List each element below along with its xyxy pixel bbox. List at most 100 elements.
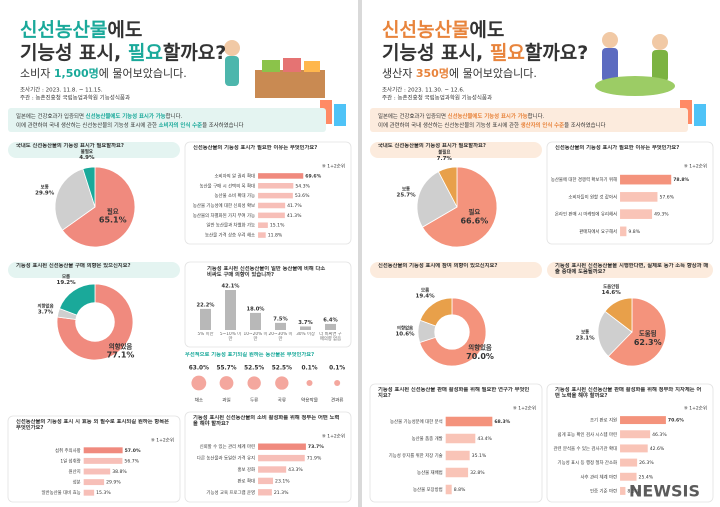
text-part: 에도 <box>107 19 142 41</box>
slice-value: 7.7% <box>437 156 453 162</box>
bar-label: 원산지 <box>69 468 81 475</box>
bar <box>620 416 666 425</box>
bar <box>258 466 287 473</box>
survey-period: 조사기간 : 2023. 11.30. ~ 12.6. <box>382 86 465 94</box>
bar <box>258 183 294 189</box>
bar-value: 78.8% <box>673 177 689 183</box>
x-tick-label-box: 30% 이상 <box>296 332 315 337</box>
chart-note: ※ 1+2순위 <box>322 163 345 170</box>
bar-label: 소비자의 알 권리 확대 <box>214 172 255 179</box>
bar-value: 21.3% <box>274 490 289 496</box>
icon-value: 0.1% <box>329 366 345 372</box>
text-part: 필요 <box>490 42 525 64</box>
slice-label: 보통 <box>581 329 589 336</box>
x-tick-label: 5% 미만 <box>197 332 214 337</box>
intro-line: 이에 관련하여 국내 생산하는 신선농산물의 기능성 표시에 관한 소비자의 인… <box>16 121 244 129</box>
bar-value: 7.5% <box>273 316 288 322</box>
chart-title-box: 신선농산물의 기능성 표시 시 효능 외 필수로 표시되길 원하는 항목은 무엇… <box>16 419 170 432</box>
slice-label: 의향없음 <box>37 303 53 310</box>
text-part: 이에 관련하여 국내 생산하는 신선농산물의 기능성 표시에 관한 <box>378 121 521 129</box>
subtitle: 생산자 350명에 물어보았습니다. <box>382 66 537 80</box>
slice-label: 보통 <box>402 186 410 193</box>
bar <box>83 489 95 496</box>
bar <box>258 477 274 485</box>
text-part: 350명 <box>416 66 449 80</box>
bar-value: 18.0% <box>247 306 266 312</box>
bar-label: 일반 농산물과 차별화 가능 <box>206 222 255 229</box>
slice-label: 필요 <box>468 207 480 216</box>
bar <box>445 416 493 427</box>
slice-value: 4.9% <box>79 155 95 161</box>
chart-title: 신선농산물의 기능성 표시가 필요한 이유는 무엇인가요? <box>193 145 318 151</box>
section-title: 국내도 신선농산물의 기능성 표시가 필요할까요? <box>378 143 486 149</box>
text-part: 에도 <box>469 19 504 41</box>
section-title-box: 국내도 신선농산물의 기능성 표시가 필요할까요? <box>378 143 486 149</box>
pie-slice <box>61 166 136 248</box>
slice-label: 도움됨 <box>639 329 657 338</box>
bar-value: 69.6% <box>305 173 321 179</box>
bar-value: 68.3% <box>494 419 510 425</box>
text-part: 기능성 표시, <box>382 42 490 64</box>
bar-value: 71.9% <box>307 456 322 462</box>
donut-hole <box>75 302 115 342</box>
chart-title: 기능성 표시된 신선농산물 판매 활성화를 위해 필요한 연구가 무엇인지요? <box>378 387 530 400</box>
chart-title: 신선농산물의 기능성 표시 시 효능 외 필수로 표시되길 원하는 항목은 무엇… <box>16 419 170 432</box>
section-title-bg <box>547 262 713 278</box>
bar <box>258 454 305 462</box>
text-part: 생산자 <box>382 67 416 80</box>
chart-title: 기능성 표시된 신선농산물의 소비 활성화를 위해 정부는 어떤 노력을 해야 … <box>193 415 340 428</box>
text-part: 할까요? <box>525 41 588 64</box>
bar-value: 35.1% <box>472 453 487 459</box>
text-part: 1,500명 <box>54 66 99 80</box>
chart-note: ※ 1+2순위 <box>151 437 174 444</box>
bar-value: 57.0% <box>125 448 141 454</box>
slice-value: 10.6% <box>395 331 415 337</box>
bar <box>258 489 272 496</box>
bar-label: 기능성 표시 등 행정 절차 간소화 <box>558 459 618 466</box>
bar-value: 29.9% <box>106 480 121 486</box>
bar-label: 농산물 포장방법 <box>413 486 443 493</box>
slice-label: 의향없음 <box>397 324 413 331</box>
slice-label: 모름 <box>62 273 70 280</box>
pie-slice <box>56 283 134 361</box>
bar-label: 농산물 구매 시 선택의 폭 확대 <box>200 182 255 189</box>
text-part: 을 조사하였습니다 <box>202 121 243 129</box>
bar-label: 조기 판로 지원 <box>590 417 617 424</box>
chart-title-box: 신선농산물의 기능성 표시가 필요한 이유는 무엇인가요? <box>193 145 318 151</box>
bar-value: 8.8% <box>454 487 466 493</box>
bar <box>620 174 672 185</box>
text-part: 합니다. <box>166 112 183 120</box>
bar-value: 3.7% <box>298 320 313 326</box>
x-tick-label: 10~20% 미만 <box>243 332 268 343</box>
icon <box>275 376 289 390</box>
pie-slice <box>421 166 498 248</box>
bar-value: 57.6% <box>659 194 674 200</box>
icon <box>191 375 207 391</box>
x-tick-label: 30% 이상 <box>296 332 315 337</box>
bar <box>620 472 637 481</box>
bar <box>258 222 268 228</box>
pie-slice <box>604 297 633 333</box>
bar <box>83 468 111 475</box>
bar-value: 41.3% <box>287 213 302 219</box>
subtitle: 소비자 1,500명에 물어보았습니다. <box>20 66 187 80</box>
bar <box>258 202 286 209</box>
bar-value: 11.8% <box>268 233 283 239</box>
chart-title-box: 기능성 표시된 신선농산물 판매 활성화를 위해 정부와 지자체는 어떤 노력을… <box>555 387 701 399</box>
section-title: 신선농산물의 기능성 표시에 참여 의향이 있으신지요? <box>378 263 498 269</box>
section-title: 기능성 표시된 신선농산물 구매 의향은 있으신지요? <box>16 263 131 269</box>
slice-label: 불필요 <box>438 149 450 156</box>
bar-label: 인증 기준 마련 <box>590 487 617 494</box>
intro-banner <box>8 108 326 132</box>
bar <box>275 322 286 330</box>
section-title-box: 기능성 표시된 신선농산물 구매 의향은 있으신지요? <box>16 263 131 269</box>
bar-value: 22.2% <box>197 302 216 308</box>
bar <box>445 484 452 495</box>
survey-org: 주관 : 농촌진흥청 국립농업과학원 기능성식품과 <box>20 94 130 102</box>
slice-label: 도움안됨 <box>603 283 619 290</box>
bar-value: 26.3% <box>639 460 654 466</box>
icon <box>334 379 341 387</box>
chart-note: ※ 1+2순위 <box>513 405 536 412</box>
x-tick-label: 더 비싸면 구매의향 없음 <box>319 332 342 343</box>
